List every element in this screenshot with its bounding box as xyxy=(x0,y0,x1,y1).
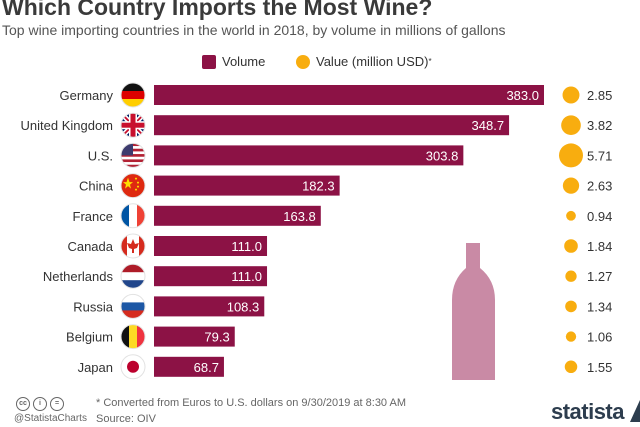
value-dot xyxy=(565,300,577,313)
attribution-icon: i xyxy=(33,397,47,411)
value-dot xyxy=(562,177,580,194)
volume-bar xyxy=(154,356,224,377)
value-dot xyxy=(561,115,581,136)
value-data-label: 1.27 xyxy=(587,269,612,284)
value-dot xyxy=(566,210,576,221)
chart-title: Which Country Imports the Most Wine? xyxy=(2,0,433,20)
value-data-label: 1.84 xyxy=(587,239,612,254)
category-label: Canada xyxy=(67,239,113,254)
wine-bottle-icon xyxy=(452,243,495,380)
value-dot xyxy=(564,360,578,374)
statista-logo-mark xyxy=(630,400,640,422)
volume-data-label: 79.3 xyxy=(204,330,229,345)
legend-volume-label: Volume xyxy=(222,54,266,69)
category-label: United Kingdom xyxy=(21,118,114,133)
germany-flag-icon xyxy=(121,83,145,107)
russia-flag-icon xyxy=(121,294,145,319)
flag-outline xyxy=(120,112,146,138)
footnote: * Converted from Euros to U.S. dollars o… xyxy=(96,397,407,409)
value-data-label: 2.85 xyxy=(587,88,612,103)
volume-bar xyxy=(154,205,321,226)
value-dot xyxy=(564,239,578,253)
flag-outline xyxy=(120,233,146,259)
uk-flag-icon xyxy=(121,113,145,138)
category-label: Germany xyxy=(60,88,114,103)
flag-outline xyxy=(120,354,146,380)
bar-chart: Germany 383.0 2.85 United Kingdom 348.7 3.82 U… xyxy=(21,82,612,380)
volume-bar xyxy=(154,296,265,317)
volume-data-label: 383.0 xyxy=(506,88,539,103)
value-dot xyxy=(565,270,577,282)
category-label: Netherlands xyxy=(43,269,114,284)
volume-bar xyxy=(154,115,510,136)
value-dot xyxy=(559,143,583,168)
value-data-label: 5.71 xyxy=(587,148,612,163)
category-label: U.S. xyxy=(88,148,113,163)
volume-data-label: 163.8 xyxy=(283,209,316,224)
china-flag-icon xyxy=(121,173,145,198)
value-data-label: 1.34 xyxy=(587,299,612,314)
license-icons: cc i = xyxy=(16,397,64,411)
volume-swatch xyxy=(202,54,216,69)
wine-bottle-body xyxy=(452,243,495,380)
belgium-flag-icon xyxy=(121,324,145,349)
category-label: Japan xyxy=(78,360,113,375)
volume-data-label: 111.0 xyxy=(231,269,262,284)
category-label: Russia xyxy=(73,299,114,314)
volume-data-label: 111.0 xyxy=(231,239,262,254)
flag-outline xyxy=(120,203,146,229)
legend-value-label: Value (million USD) xyxy=(316,54,429,69)
legend-item-value: Value (million USD) * xyxy=(296,54,432,69)
volume-data-label: 303.8 xyxy=(426,148,459,163)
volume-bar xyxy=(154,326,235,347)
chart-subtitle: Top wine importing countries in the worl… xyxy=(2,22,506,38)
volume-data-label: 182.3 xyxy=(302,179,335,194)
value-swatch xyxy=(296,54,310,69)
source-note: Source: OIV xyxy=(96,413,156,425)
value-data-label: 2.63 xyxy=(587,179,612,194)
volume-bar xyxy=(154,175,340,196)
value-dot xyxy=(565,331,577,342)
volume-bar xyxy=(154,85,544,105)
value-data-label: 3.82 xyxy=(587,118,612,133)
flag-outline xyxy=(120,263,146,289)
legend-item-volume: Volume xyxy=(202,54,265,69)
category-label: Belgium xyxy=(66,330,113,345)
creative-commons-icon: cc xyxy=(16,397,30,411)
value-data-label: 1.06 xyxy=(587,330,612,345)
canada-flag-icon xyxy=(121,234,145,258)
value-dot xyxy=(562,86,580,104)
no-derivatives-icon: = xyxy=(50,397,64,411)
japan-flag-icon xyxy=(121,354,145,379)
value-data-label: 0.94 xyxy=(587,209,612,224)
flag-outline xyxy=(120,173,146,199)
legend-value-marker: * xyxy=(428,57,432,66)
flag-outline xyxy=(120,82,146,108)
volume-bar xyxy=(154,145,464,166)
volume-bar xyxy=(154,236,268,256)
social-handle: @StatistaCharts xyxy=(14,413,87,424)
footer: cc i = @StatistaCharts * Converted from … xyxy=(0,392,640,427)
flag-outline xyxy=(120,142,146,168)
statista-logo: statista xyxy=(550,399,625,424)
netherlands-flag-icon xyxy=(121,264,145,289)
france-flag-icon xyxy=(121,203,145,228)
category-label: China xyxy=(79,179,114,194)
category-label: France xyxy=(73,209,113,224)
flag-outline xyxy=(120,293,146,319)
us-flag-icon xyxy=(121,143,145,168)
volume-data-label: 108.3 xyxy=(227,299,260,314)
volume-data-label: 348.7 xyxy=(472,118,505,133)
flag-outline xyxy=(120,324,146,350)
volume-bar xyxy=(154,266,268,287)
volume-data-label: 68.7 xyxy=(194,360,219,375)
value-data-label: 1.55 xyxy=(587,360,612,375)
